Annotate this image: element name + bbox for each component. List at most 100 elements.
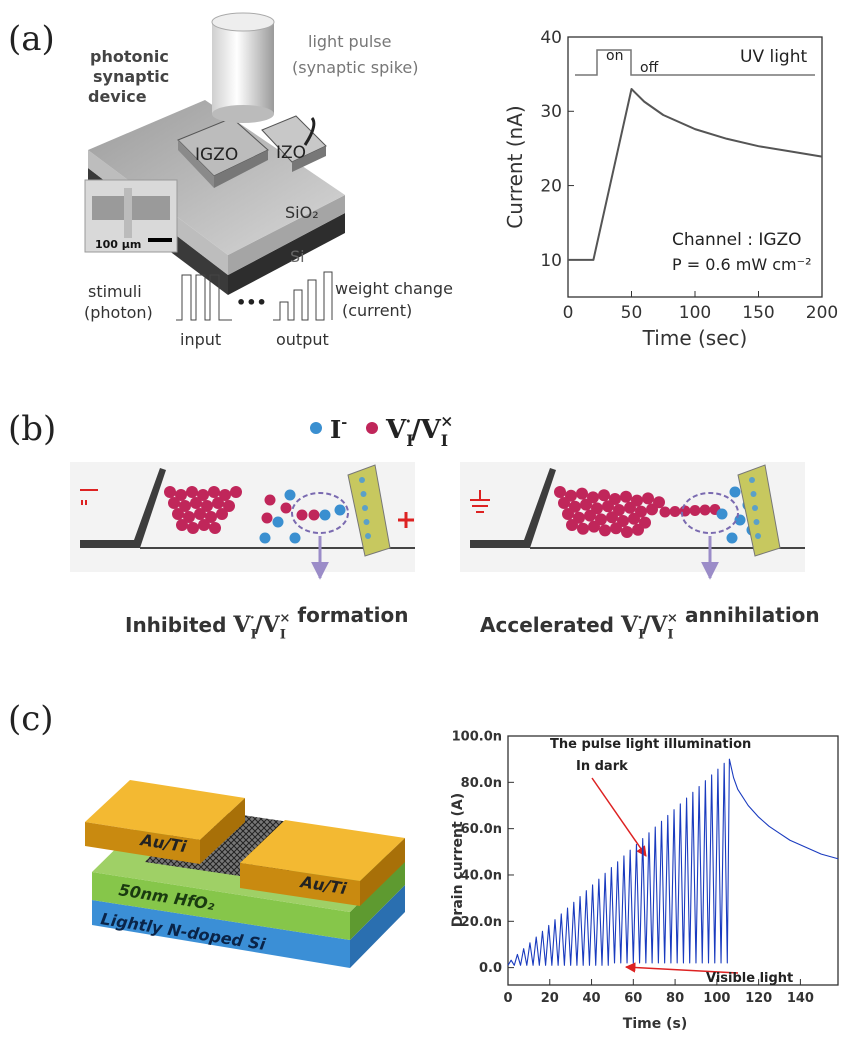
micrograph <box>124 188 132 238</box>
vacancy <box>660 507 671 518</box>
vacancy <box>646 503 658 515</box>
y-tick-label: 30 <box>540 102 562 122</box>
y-tick-label: 80.0n <box>461 776 502 791</box>
x-tick-label: 80 <box>666 991 684 1006</box>
y-tick-label: 40 <box>540 28 562 48</box>
vacancy <box>577 523 589 535</box>
x-tick-label: 40 <box>582 991 600 1006</box>
x-tick-label: 100 <box>703 991 730 1006</box>
text: (synaptic spike) <box>292 58 418 77</box>
ion <box>290 533 301 544</box>
vacancy <box>190 497 202 509</box>
annotation: Visible light <box>706 971 793 986</box>
vacancy <box>610 522 622 534</box>
ion-scene <box>460 462 805 578</box>
y-tick-label: 20 <box>540 177 562 197</box>
vacancy <box>554 486 566 498</box>
ion <box>365 533 371 539</box>
ion <box>717 509 728 520</box>
vacancy <box>598 489 610 501</box>
vacancy <box>566 519 578 531</box>
text: light pulse <box>308 32 391 51</box>
vacancy <box>690 505 701 516</box>
text: synaptic <box>93 67 169 86</box>
x-tick-label: 0 <box>503 991 512 1006</box>
annotation-arrow <box>592 778 646 856</box>
text: stimuli <box>88 282 142 301</box>
light-pipe <box>212 22 274 114</box>
x-tick-label: 140 <box>787 991 814 1006</box>
ion <box>754 519 760 525</box>
vacancy <box>186 486 198 498</box>
ion <box>755 533 761 539</box>
vacancy <box>700 505 711 516</box>
vacancy <box>208 486 220 498</box>
vacancy <box>172 508 184 520</box>
y-axis-label: Drain current (A) <box>450 793 466 927</box>
caption-part: annihilation <box>685 603 820 627</box>
y-tick-label: 10 <box>540 251 562 271</box>
text: 100 μm <box>95 238 141 251</box>
caption-part: formation <box>297 603 408 627</box>
text: output <box>276 330 329 349</box>
ion <box>730 487 741 498</box>
text: IZO <box>276 143 306 163</box>
vacancy <box>602 500 614 512</box>
ion <box>361 491 367 497</box>
species-part: V <box>385 415 407 445</box>
y-tick-label: 0.0 <box>479 961 502 976</box>
legend-label: VI·/VI× <box>385 411 453 450</box>
annotation: UV light <box>740 47 807 67</box>
vacancy <box>620 491 632 503</box>
ion <box>285 490 296 501</box>
ion-scene <box>70 462 415 578</box>
vacancy <box>209 522 221 534</box>
figure: (a) photonic synaptic device light pulse… <box>0 0 842 1038</box>
y-tick-label: 20.0n <box>461 915 502 930</box>
vacancy <box>632 524 644 536</box>
text: (photon) <box>84 303 153 322</box>
text: Si <box>290 247 305 266</box>
ion <box>735 515 746 526</box>
vacancy <box>194 508 206 520</box>
y-tick-label: 100.0n <box>452 730 502 745</box>
light-pipe <box>212 105 274 123</box>
annotation: off <box>640 60 659 76</box>
species-part: I <box>441 431 448 450</box>
vacancy <box>606 511 618 523</box>
vacancy <box>624 502 636 514</box>
x-tick-label: 120 <box>745 991 772 1006</box>
vacancy <box>230 486 242 498</box>
vacancy <box>670 506 681 517</box>
x-tick-label: 150 <box>742 303 774 323</box>
annotation: Channel : IGZO <box>672 230 802 250</box>
ion <box>335 505 346 516</box>
species-part: V <box>262 612 281 638</box>
species-part: V <box>620 612 639 638</box>
caption-species: VI·/VI× <box>620 611 678 643</box>
vacancy <box>599 524 611 536</box>
vacancy <box>588 521 600 533</box>
vacancy <box>281 503 292 514</box>
annotation: In dark <box>576 759 628 774</box>
text: IGZO <box>195 145 238 165</box>
ion <box>320 510 331 521</box>
vacancy <box>297 510 308 521</box>
vacancy <box>576 488 588 500</box>
ion <box>749 477 755 483</box>
caption-part: Accelerated <box>480 613 614 637</box>
text: ••• <box>236 293 267 312</box>
vacancy <box>628 513 640 525</box>
y-axis-label: Current (nA) <box>503 105 527 228</box>
vacancy <box>265 495 276 506</box>
species-part: I <box>667 628 673 643</box>
text: weight change <box>335 279 453 298</box>
text: (current) <box>342 301 412 320</box>
vacancy <box>621 526 633 538</box>
panel-label: (b) <box>8 409 56 449</box>
annotation: on <box>606 48 623 64</box>
x-tick-label: 100 <box>679 303 711 323</box>
device-c: Au/Ti Au/Ti 50nm HfO₂ Lightly N-doped Si <box>85 780 405 968</box>
panel-label: (a) <box>8 19 55 59</box>
